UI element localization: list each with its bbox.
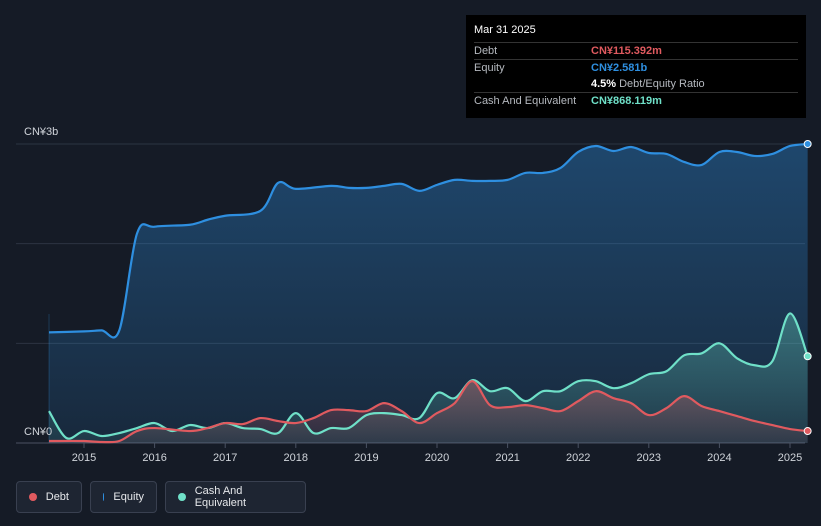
tooltip-date: Mar 31 2025 <box>474 24 536 36</box>
x-tick-label: 2016 <box>142 452 166 464</box>
debt-line <box>48 380 808 444</box>
cash-and-equivalent-line <box>48 312 809 440</box>
x-tick-label: 2018 <box>284 452 308 464</box>
series-lines <box>48 142 809 444</box>
tooltip-row-cash: Cash And Equivalent CN¥868.119m <box>474 92 798 109</box>
tooltip-cash-label: Cash And Equivalent <box>474 95 577 107</box>
y-tick-label-bottom: CN¥0 <box>24 426 52 438</box>
tooltip-row-ratio: 4.5% Debt/Equity Ratio <box>474 76 798 92</box>
tooltip-row-debt: Debt CN¥115.392m <box>474 42 798 59</box>
x-tick-label: 2019 <box>354 452 378 464</box>
tooltip-row-equity: Equity CN¥2.581b <box>474 59 798 76</box>
y-axis-ticks: CN¥3b CN¥0 <box>24 126 58 438</box>
chart-legend: Debt Equity Cash And Equivalent <box>16 481 306 513</box>
x-tick-label: 2021 <box>495 452 519 464</box>
legend-debt-label: Debt <box>45 491 69 503</box>
tooltip-debt-value: CN¥115.392m <box>591 45 662 57</box>
tooltip-ratio-value: 4.5% <box>591 78 617 90</box>
legend-item-debt[interactable]: Debt <box>16 481 82 513</box>
legend-cash-label: Cash And Equivalent <box>194 485 247 509</box>
debt-end-marker <box>803 427 812 436</box>
x-tick-label: 2015 <box>72 452 96 464</box>
x-tick-label: 2025 <box>778 452 802 464</box>
equity-area <box>49 144 808 443</box>
tooltip-panel: Mar 31 2025 Debt CN¥115.392m Equity CN¥2… <box>466 15 806 118</box>
tooltip-equity-value: CN¥2.581b <box>591 62 648 74</box>
x-tick-label: 2024 <box>707 452 731 464</box>
tooltip-debt-label: Debt <box>474 45 498 57</box>
y-tick-label-top: CN¥3b <box>24 126 58 138</box>
equity-end-marker <box>803 140 812 148</box>
legend-item-cash[interactable]: Cash And Equivalent <box>165 481 306 513</box>
debt-dot-icon <box>29 493 37 501</box>
tooltip-ratio-label: Debt/Equity Ratio <box>619 78 705 90</box>
x-tick-label: 2020 <box>425 452 449 464</box>
end-markers <box>803 140 812 436</box>
x-tick-label: 2023 <box>637 452 661 464</box>
tooltip-cash-value: CN¥868.119m <box>591 95 662 107</box>
equity-dot-icon <box>103 493 105 501</box>
equity-line <box>48 142 808 339</box>
x-tick-label: 2022 <box>566 452 590 464</box>
cash-and-equivalent-end-marker <box>803 352 812 361</box>
cash-dot-icon <box>178 493 186 501</box>
x-tick-label: 2017 <box>213 452 237 464</box>
x-axis-ticks: 2015 2016 2017 2018 2019 2020 2021 2022 2023 2024… <box>72 443 802 464</box>
legend-item-equity[interactable]: Equity <box>90 481 157 513</box>
tooltip-equity-label: Equity <box>474 62 505 74</box>
legend-equity-label: Equity <box>113 491 144 503</box>
